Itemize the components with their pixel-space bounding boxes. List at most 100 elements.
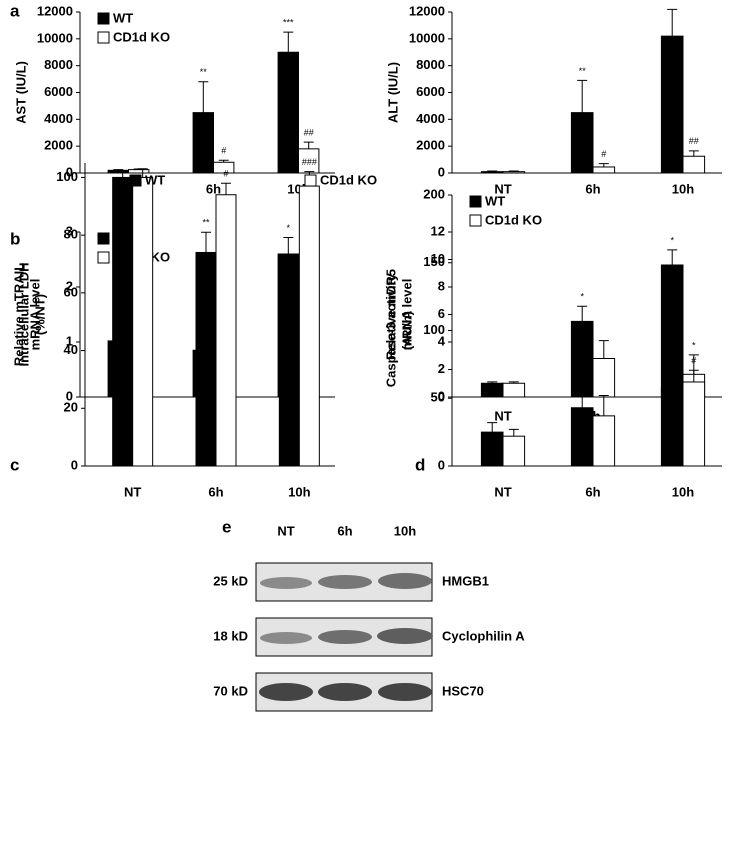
panel-label: b: [10, 229, 20, 248]
bar: [215, 194, 237, 467]
error-bar: [283, 31, 294, 53]
band: [259, 683, 313, 701]
error-bar: [113, 169, 124, 171]
y-tick-label: 2000: [44, 138, 73, 153]
significance-label: *: [670, 355, 674, 365]
panel-label: d: [415, 455, 425, 474]
band: [377, 628, 433, 644]
y-tick-label: 3: [66, 223, 73, 238]
error-bar: [598, 340, 609, 359]
bar: [682, 381, 706, 467]
molecular-weight: 70 kD: [213, 683, 248, 698]
bar: [480, 382, 504, 398]
significance-label: *: [287, 223, 291, 233]
bar: [660, 386, 684, 467]
y-tick-label: 1: [66, 333, 73, 348]
error-bar: [283, 237, 294, 254]
western-blot: e NT 6h 10h 25 kD HMGB1 18 kD Cyclophilin A 70 k…: [213, 517, 525, 712]
panel-label: c: [10, 455, 19, 474]
significance-label: **: [669, 0, 677, 5]
band: [318, 575, 372, 589]
error-bar: [201, 231, 211, 253]
error-bar: [577, 79, 588, 113]
x-tick-label: 6h: [208, 484, 223, 499]
legend-label: CD1d KO: [320, 172, 377, 187]
error-bar: [487, 381, 498, 384]
y-axis-label: Relative mDR5: [383, 269, 398, 360]
legend-label: WT: [145, 172, 165, 187]
error-bar: [137, 168, 148, 178]
error-bar: [198, 81, 209, 113]
y-tick-label: 150: [423, 254, 445, 269]
error-bar: [303, 141, 314, 149]
x-tick-label: 10h: [672, 181, 694, 196]
error-bar: [117, 171, 128, 178]
significance-label: ***: [283, 18, 294, 28]
lane-label: 10h: [394, 523, 416, 538]
y-axis-label: Caspase-3 activity: [383, 273, 398, 387]
x-tick-label: NT: [124, 484, 141, 499]
y-tick-label: 4000: [416, 111, 445, 126]
y-tick-label: 0: [66, 388, 73, 403]
error-bar: [598, 395, 609, 416]
y-tick-label: 2: [438, 361, 445, 376]
y-tick-label: 60: [64, 284, 78, 299]
y-tick-label: 6: [438, 306, 445, 321]
bar: [592, 166, 616, 174]
legend-swatch: [97, 251, 110, 264]
error-bar: [508, 428, 519, 437]
error-bar: [284, 286, 295, 316]
legend-swatch: [129, 174, 142, 187]
x-tick-label: 6h: [585, 181, 600, 196]
y-tick-label: 100: [56, 169, 78, 184]
band: [378, 683, 432, 701]
y-tick-label: 0: [71, 457, 78, 472]
error-bar: [508, 381, 519, 384]
y-tick-label: 100: [423, 322, 445, 337]
significance-label: #: [601, 149, 606, 159]
significance-label: ##: [304, 128, 314, 138]
error-bar: [688, 354, 699, 382]
legend-label: WT: [485, 193, 505, 208]
significance-label: ***: [284, 272, 295, 282]
y-axis-label: Intracellular LDH: [16, 262, 31, 366]
band: [260, 632, 312, 644]
y-tick-label: 20: [64, 400, 78, 415]
bar: [660, 35, 684, 174]
legend-swatch: [97, 31, 110, 44]
y-tick-label: 0: [438, 457, 445, 472]
significance-label: *: [580, 292, 584, 302]
y-tick-label: 10000: [37, 30, 73, 45]
band: [318, 683, 372, 701]
significance-label: #: [221, 146, 226, 156]
protein-name: HSC70: [442, 683, 484, 698]
error-bar: [487, 170, 498, 172]
y-tick-label: 50: [431, 390, 445, 405]
legend-label: CD1d KO: [113, 29, 170, 44]
y-tick-label: 40: [64, 342, 78, 357]
error-bar: [487, 422, 498, 433]
y-tick-label: 6000: [44, 84, 73, 99]
bar: [112, 176, 134, 467]
bar: [192, 112, 215, 174]
band: [378, 573, 432, 589]
legend-label: CD1d KO: [485, 212, 542, 227]
protein-name: Cyclophilin A: [442, 628, 525, 643]
x-tick-label: NT: [494, 408, 511, 423]
error-bar: [688, 150, 699, 157]
bar: [570, 112, 594, 174]
bar: [592, 415, 616, 467]
error-bar: [221, 182, 231, 195]
y-axis-label: (%/NT): [32, 294, 47, 335]
y-tick-label: 10000: [409, 30, 445, 45]
y-tick-label: 200: [423, 186, 445, 201]
bar: [132, 176, 154, 467]
significance-label: *: [692, 340, 696, 350]
significance-label: **: [200, 67, 208, 77]
error-bar: [667, 369, 678, 388]
bar: [592, 358, 616, 398]
bar: [278, 315, 300, 467]
error-bar: [577, 305, 588, 322]
bar: [502, 435, 526, 467]
